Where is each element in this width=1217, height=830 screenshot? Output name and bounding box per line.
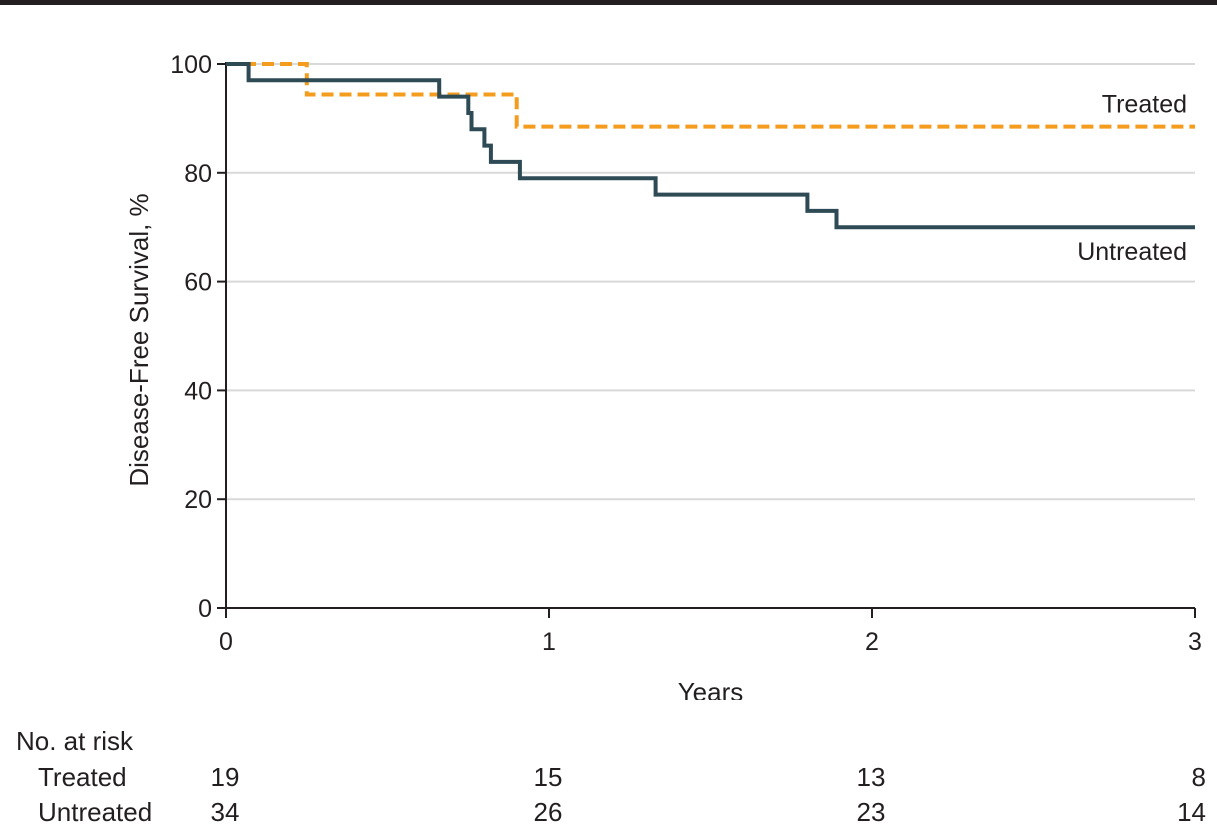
series-label-treated: Treated <box>1102 91 1187 119</box>
risk-value-untreated-1: 26 <box>533 797 563 827</box>
x-tick-label-2: 2 <box>865 628 879 656</box>
risk-value-untreated-0: 34 <box>210 797 240 827</box>
risk-row-label-treated: Treated <box>38 762 127 792</box>
series-label-untreated: Untreated <box>1077 238 1187 266</box>
risk-table-title: No. at risk <box>16 726 134 756</box>
x-tick-label-0: 0 <box>219 628 233 656</box>
y-tick-label-100: 100 <box>170 51 212 79</box>
km-survival-chart: 0 20 40 60 80 100 0 1 2 3 Years Disease-Free Surviv… <box>124 51 1202 700</box>
axes <box>217 62 1196 618</box>
series-line-untreated <box>226 62 1195 230</box>
risk-value-untreated-3: 14 <box>1177 797 1206 827</box>
risk-value-treated-3: 8 <box>1191 762 1206 792</box>
risk-value-treated-2: 13 <box>856 762 886 792</box>
risk-value-untreated-2: 23 <box>856 797 886 827</box>
series-line-treated <box>226 62 1195 129</box>
risk-value-treated-0: 19 <box>210 762 240 792</box>
series-lines <box>226 62 1195 230</box>
y-tick-label-80: 80 <box>184 160 212 188</box>
y-axis-title: Disease-Free Survival, % <box>124 193 154 486</box>
x-tick-label-1: 1 <box>542 628 556 656</box>
y-tick-label-0: 0 <box>198 595 212 623</box>
y-tick-label-40: 40 <box>184 377 212 405</box>
grid-lines <box>226 63 1195 501</box>
y-tick-label-60: 60 <box>184 269 212 297</box>
x-tick-label-3: 3 <box>1188 628 1202 656</box>
y-tick-label-20: 20 <box>184 486 212 514</box>
top-rule <box>0 0 1217 5</box>
x-axis-title: Years <box>678 677 744 700</box>
risk-row-label-untreated: Untreated <box>38 797 153 827</box>
risk-value-treated-1: 15 <box>533 762 563 792</box>
labels: 0 20 40 60 80 100 0 1 2 3 Years Disease-Free Surviv… <box>124 51 1202 700</box>
